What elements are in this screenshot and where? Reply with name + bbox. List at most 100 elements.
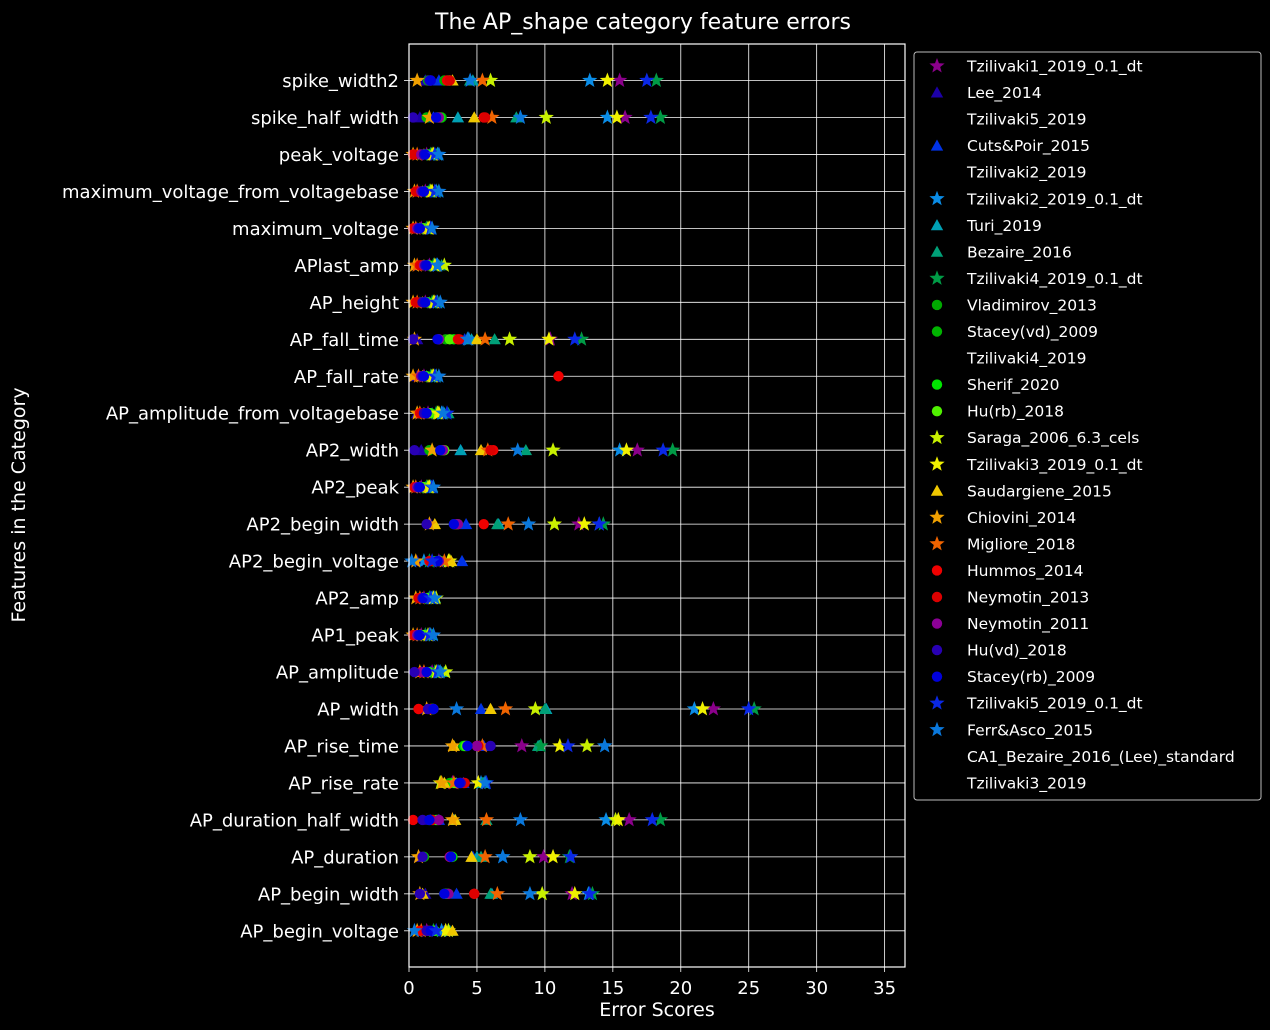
data-point bbox=[599, 72, 616, 87]
data-point bbox=[448, 518, 460, 530]
data-point bbox=[424, 220, 440, 235]
data-point bbox=[438, 922, 454, 938]
data-point bbox=[428, 922, 444, 938]
legend-marker bbox=[931, 591, 943, 603]
data-point bbox=[484, 702, 497, 714]
data-point bbox=[501, 331, 518, 346]
data-point bbox=[432, 664, 448, 679]
legend-marker bbox=[930, 245, 944, 257]
legend-label: Ferr&Asco_2015 bbox=[967, 721, 1093, 740]
data-point bbox=[644, 811, 660, 827]
data-point bbox=[471, 740, 483, 752]
legend-label: Stacey(vd)_2009 bbox=[967, 323, 1098, 342]
legend-label: Saraga_2006_6.3_cels bbox=[967, 429, 1139, 448]
series-Bezaire_2016 bbox=[421, 74, 552, 936]
data-point bbox=[598, 811, 614, 827]
legend-label: Saudargiene_2015 bbox=[967, 482, 1112, 501]
x-tick-label: 0 bbox=[403, 978, 414, 999]
data-point bbox=[599, 109, 616, 124]
data-point bbox=[414, 629, 426, 641]
data-point bbox=[545, 848, 561, 864]
legend-marker bbox=[930, 484, 944, 496]
data-point bbox=[609, 109, 625, 124]
data-point bbox=[446, 924, 459, 936]
legend-label: Hu(vd)_2018 bbox=[967, 642, 1067, 661]
data-point bbox=[413, 703, 424, 715]
data-point bbox=[450, 887, 463, 899]
data-point bbox=[421, 260, 432, 271]
series-Lee_2014 bbox=[409, 74, 486, 936]
legend-entry: Ferr&Asco_2015 bbox=[929, 721, 1093, 740]
data-point bbox=[519, 444, 533, 456]
data-point bbox=[579, 737, 595, 753]
data-point bbox=[535, 848, 552, 864]
x-tick-label: 15 bbox=[601, 978, 624, 999]
legend-entry: Hu(rb)_2018 bbox=[931, 403, 1064, 422]
data-point bbox=[643, 109, 659, 124]
legend-entry: Turi_2019 bbox=[930, 217, 1042, 236]
legend-marker bbox=[929, 270, 945, 285]
data-point bbox=[489, 885, 505, 901]
data-point bbox=[478, 518, 489, 530]
y-tick-label: AP2_width bbox=[306, 441, 399, 462]
data-point bbox=[552, 737, 568, 753]
legend-marker bbox=[930, 139, 944, 151]
x-tick-label: 35 bbox=[873, 978, 896, 999]
legend-label: Tzilivaki4_2019 bbox=[966, 350, 1087, 369]
data-point bbox=[582, 885, 598, 901]
data-point bbox=[454, 777, 465, 789]
data-point bbox=[414, 481, 426, 493]
data-point bbox=[428, 703, 439, 715]
y-tick-label: APlast_amp bbox=[294, 256, 399, 277]
data-point bbox=[573, 331, 590, 346]
data-point bbox=[421, 518, 432, 530]
legend-marker bbox=[931, 326, 943, 337]
data-point bbox=[534, 885, 550, 901]
data-point bbox=[545, 442, 561, 457]
series-Tzilivaki5_2019_0.1_dt bbox=[421, 72, 757, 938]
data-point bbox=[433, 814, 445, 826]
data-point bbox=[429, 257, 446, 272]
data-point bbox=[484, 109, 500, 124]
data-point bbox=[439, 888, 450, 900]
plot-frame bbox=[408, 43, 906, 968]
data-point bbox=[446, 774, 462, 790]
legend-marker bbox=[930, 219, 944, 231]
legend-marker bbox=[931, 671, 943, 682]
series-Tzilivaki3_2019_0.1_dt bbox=[421, 72, 711, 938]
series-Saudargiene_2015 bbox=[413, 74, 497, 936]
legend-entry: Tzilivaki3_2019 bbox=[966, 774, 1087, 793]
x-tick-label: 5 bbox=[471, 978, 482, 999]
data-point bbox=[648, 72, 664, 87]
x-tick-label: 25 bbox=[737, 978, 760, 999]
series-Stacey(vd)_2009 bbox=[413, 75, 470, 937]
legend-entry: Tzilivaki5_2019_0.1_dt bbox=[929, 695, 1143, 714]
data-point bbox=[436, 257, 452, 272]
series-Neymotin_2013 bbox=[407, 75, 496, 937]
data-point bbox=[621, 811, 637, 827]
y-tick-label: AP_fall_time bbox=[290, 330, 399, 351]
y-tick-label: AP_fall_rate bbox=[294, 367, 399, 388]
series-Neymotin_2011 bbox=[411, 75, 483, 937]
legend-entry: Hu(vd)_2018 bbox=[931, 642, 1067, 661]
data-point bbox=[582, 72, 598, 87]
data-point bbox=[485, 740, 496, 752]
legend-entry: Tzilivaki2_2019_0.1_dt bbox=[929, 190, 1143, 209]
data-point bbox=[560, 737, 576, 753]
data-point bbox=[512, 811, 529, 827]
data-point bbox=[497, 700, 514, 716]
series-Sherif_2020 bbox=[417, 75, 470, 937]
data-point bbox=[432, 334, 443, 345]
y-tick-label: AP1_peak bbox=[311, 626, 399, 647]
data-point bbox=[567, 885, 583, 901]
series-Hummos_2014 bbox=[407, 75, 564, 937]
data-point bbox=[652, 109, 669, 124]
legend-entry: Stacey(rb)_2009 bbox=[931, 668, 1095, 687]
series-Cuts&Poir_2015 bbox=[419, 74, 490, 936]
legend-label: Tzilivaki3_2019 bbox=[966, 774, 1087, 793]
data-point bbox=[454, 444, 467, 456]
data-point bbox=[477, 848, 493, 864]
data-point bbox=[482, 72, 499, 87]
data-point bbox=[510, 442, 526, 457]
series-Tzilivaki4_2019_0.1_dt bbox=[417, 72, 762, 938]
